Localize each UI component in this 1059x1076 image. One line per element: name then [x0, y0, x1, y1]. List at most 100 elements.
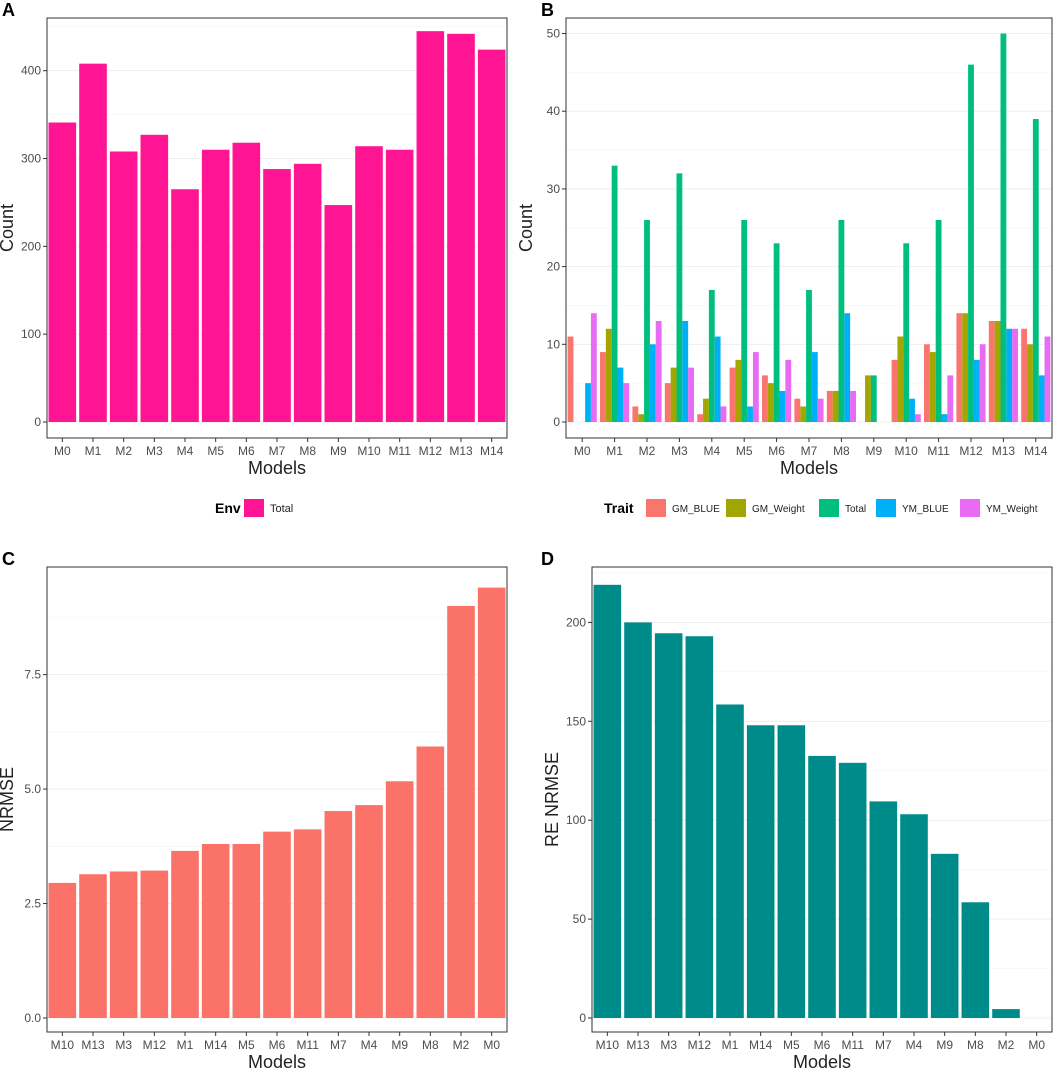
bar-gm-weight-m5: [735, 359, 742, 422]
bar-ym-blue-m10: [909, 398, 915, 422]
panel-label-b: B: [541, 0, 554, 20]
x-tick-label: M9: [330, 444, 347, 458]
bar-gm-weight-m11: [929, 352, 936, 422]
x-tick-label: M7: [801, 444, 818, 458]
bar-total-m14: [1032, 119, 1039, 422]
y-tick-label: 2.5: [24, 897, 41, 911]
bar-ym-blue-m5: [747, 406, 753, 422]
y-tick-label: 10: [547, 337, 561, 351]
x-tick-label: M6: [238, 444, 255, 458]
x-tick-label: M7: [269, 444, 286, 458]
bar-gm-weight-m8: [832, 390, 839, 422]
bar-nrmse-m8: [416, 746, 445, 1018]
bar-total-m12: [968, 64, 974, 422]
x-tick-label: M13: [81, 1038, 105, 1052]
bar-total-m6: [232, 142, 261, 422]
legend-label-total: Total: [270, 503, 293, 515]
x-tick-label: M10: [596, 1038, 620, 1052]
y-tick-label: 200: [566, 615, 586, 629]
x-tick-label: M4: [906, 1038, 923, 1052]
bar-total-m1: [611, 165, 618, 422]
bar-total-m4: [708, 289, 715, 422]
y-tick-label: 100: [566, 813, 586, 827]
bar-re-nrmse-m10: [593, 584, 622, 1018]
bar-nrmse-m7: [324, 811, 353, 1018]
y-tick-label: 40: [547, 104, 561, 118]
bar-total-m4: [171, 189, 199, 422]
bar-re-nrmse-m1: [716, 704, 744, 1018]
bar-nrmse-m1: [171, 850, 199, 1018]
x-tick-label: M2: [453, 1038, 470, 1052]
bar-ym-weight-m11: [947, 375, 954, 422]
bar-ym-blue-m14: [1038, 375, 1045, 422]
legend-label-ym-blue: YM_BLUE: [902, 504, 949, 515]
x-tick-label: M2: [998, 1038, 1015, 1052]
legend-swatch-total: [244, 499, 264, 517]
bar-re-nrmse-m12: [685, 636, 714, 1018]
bar-total-m5: [201, 149, 230, 422]
bar-total-m2: [109, 151, 138, 422]
bar-gm-blue-m5: [729, 367, 736, 422]
x-tick-label: M0: [1028, 1038, 1045, 1052]
x-tick-label: M10: [895, 444, 919, 458]
x-tick-label: M2: [639, 444, 656, 458]
bar-ym-blue-m12: [973, 359, 980, 422]
x-tick-label: M1: [85, 444, 102, 458]
bar-total-m6: [773, 243, 780, 422]
bar-gm-blue-m13: [988, 321, 995, 422]
bar-ym-weight-m6: [785, 359, 792, 422]
legend-swatch-gm-blue: [646, 499, 666, 517]
bar-re-nrmse-m8: [961, 902, 990, 1018]
legend-swatch-ym-blue: [876, 499, 896, 517]
bar-gm-weight-m13: [994, 321, 1001, 422]
bar-nrmse-m9: [385, 781, 414, 1018]
bar-gm-blue-m7: [794, 398, 801, 422]
x-tick-label: M11: [296, 1038, 319, 1052]
bar-re-nrmse-m13: [624, 622, 652, 1018]
bar-ym-blue-m0: [585, 383, 591, 422]
bar-ym-blue-m3: [682, 321, 689, 422]
bar-gm-weight-m7: [800, 406, 807, 422]
y-tick-label: 100: [21, 327, 41, 341]
bar-total-m10: [903, 243, 910, 422]
legend-label-gm-blue: GM_BLUE: [672, 504, 720, 515]
x-tick-label: M0: [483, 1038, 500, 1052]
x-tick-label: M3: [115, 1038, 132, 1052]
x-tick-label: M7: [330, 1038, 347, 1052]
x-tick-label: M6: [768, 444, 785, 458]
bar-ym-weight-m8: [850, 390, 856, 422]
bar-gm-blue-m3: [664, 383, 671, 422]
bar-re-nrmse-m9: [930, 853, 959, 1018]
x-tick-label: M1: [722, 1038, 739, 1052]
x-tick-label: M8: [422, 1038, 439, 1052]
bar-total-m13: [1000, 33, 1007, 423]
bar-ym-weight-m3: [688, 367, 694, 422]
bar-gm-weight-m10: [897, 336, 904, 422]
x-tick-label: M8: [833, 444, 850, 458]
bar-gm-blue-m10: [891, 359, 898, 422]
bar-ym-blue-m1: [617, 367, 624, 422]
x-tick-label: M11: [927, 444, 950, 458]
bar-ym-weight-m1: [623, 383, 630, 422]
bar-nrmse-m13: [79, 874, 107, 1018]
bar-gm-blue-m12: [956, 313, 963, 422]
panel-label-c: C: [2, 549, 15, 569]
y-tick-label: 0: [34, 415, 41, 429]
bar-re-nrmse-m4: [900, 814, 928, 1018]
y-tick-label: 0: [579, 1011, 586, 1025]
x-tick-label: M12: [688, 1038, 712, 1052]
bar-gm-blue-m2: [632, 406, 639, 422]
bar-total-m2: [644, 220, 650, 422]
x-axis-title: Models: [793, 1052, 851, 1072]
y-tick-label: 50: [547, 27, 561, 41]
x-tick-label: M9: [391, 1038, 408, 1052]
bar-nrmse-m12: [140, 870, 169, 1018]
bar-total-m12: [416, 31, 445, 422]
x-tick-label: M5: [238, 1038, 255, 1052]
y-tick-label: 0: [553, 415, 560, 429]
bar-total-m11: [935, 220, 942, 422]
bar-ym-weight-m14: [1044, 336, 1051, 422]
bar-gm-weight-m3: [670, 367, 677, 422]
bar-ym-blue-m13: [1006, 328, 1013, 422]
